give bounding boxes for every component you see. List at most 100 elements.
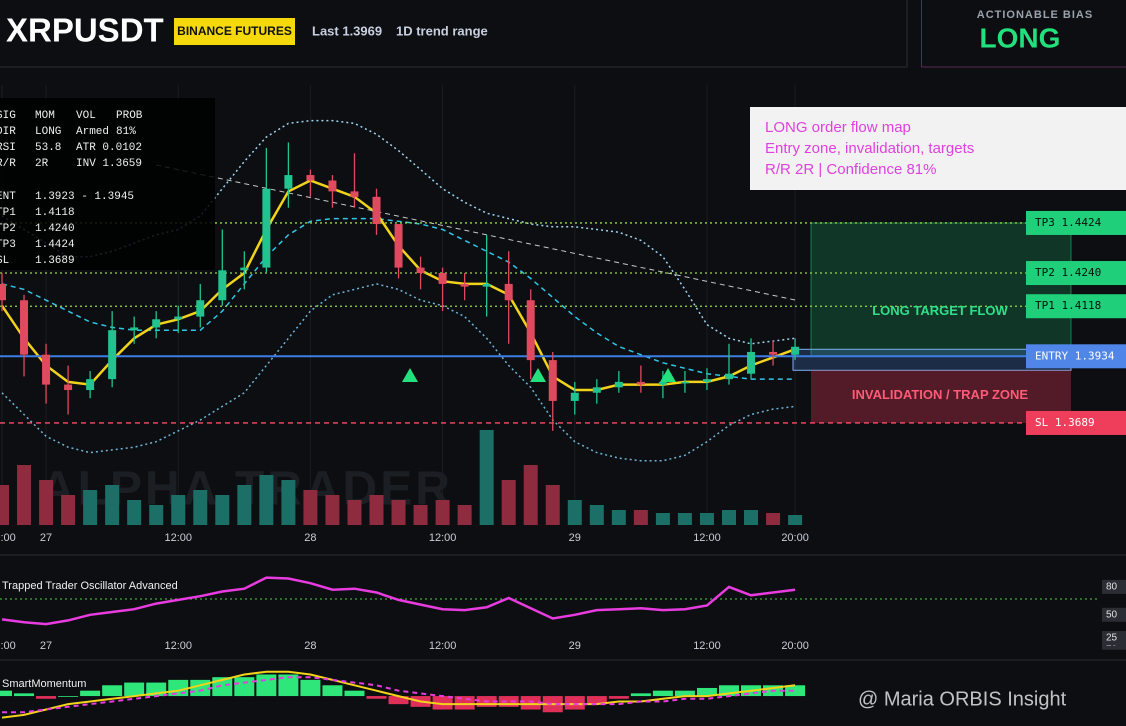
candle-body <box>152 319 161 328</box>
momentum-bar <box>278 674 299 697</box>
volume-bar <box>567 500 582 525</box>
zone-label: INVALIDATION / TRAP ZONE <box>852 387 1029 402</box>
candle-body <box>240 267 249 271</box>
info-cell: RSI <box>0 142 16 154</box>
info-cell: TP1 <box>0 207 16 219</box>
trend-range: 1D trend range <box>396 23 488 38</box>
info-cell: SL <box>0 255 9 267</box>
exchange-badge <box>174 18 295 45</box>
overlay-layer: LONG order flow map Entry zone, invalida… <box>0 98 1126 710</box>
volume-bar <box>611 510 626 525</box>
level-tag <box>1026 210 1126 235</box>
momentum-bar <box>322 685 343 697</box>
candle-body <box>196 300 205 317</box>
x-tick-label: 12:00 <box>164 532 192 544</box>
candle-body <box>680 381 689 384</box>
x-tick-label: 29 <box>569 532 581 544</box>
momentum-bar <box>0 690 12 697</box>
level-tag-text: ENTRY 1.3934 <box>1035 349 1115 362</box>
callout-line: Entry zone, invalidation, targets <box>765 140 974 157</box>
info-cell: MOM <box>35 110 55 122</box>
y-tick-label: 50 <box>1106 609 1118 620</box>
volume-bar <box>413 505 428 525</box>
candle-body <box>174 316 183 320</box>
x-tick-label: 12:00 <box>429 532 457 544</box>
candle-body <box>350 191 359 197</box>
candle-body <box>218 270 227 301</box>
oscillator-line <box>1 576 796 626</box>
candle-body <box>548 360 557 401</box>
level-tag <box>1026 344 1126 369</box>
volume-bar <box>39 480 54 525</box>
x-tick-label: 12:00 <box>693 532 721 544</box>
volume-bar <box>699 513 714 525</box>
info-panel <box>0 98 215 270</box>
volume-bar <box>127 500 142 525</box>
momentum-bar <box>498 696 519 707</box>
candle-body <box>262 188 271 268</box>
info-cell: DIR <box>0 126 16 138</box>
candle-body <box>20 300 29 355</box>
info-cell: LONG <box>35 126 61 138</box>
volume-bar <box>281 480 296 525</box>
callout-box <box>750 107 1126 190</box>
candle-body <box>636 381 645 385</box>
candle-body <box>130 327 139 331</box>
info-cell: 1.4424 <box>35 239 75 251</box>
volume-bar <box>61 495 76 525</box>
momentum-bar <box>785 685 806 697</box>
level-tag-text: TP1 1.4118 <box>1035 299 1101 312</box>
volume-bar <box>523 465 538 525</box>
info-cell: ATR 0.0102 <box>76 142 142 154</box>
momentum-bar <box>718 685 739 697</box>
candle-body <box>0 283 6 301</box>
volume-bar <box>325 495 340 525</box>
x-tick-label: 20:00 <box>0 640 16 652</box>
y-tick-box <box>1102 607 1126 622</box>
x-tick-label: 28 <box>304 640 316 652</box>
x-tick-label: 27 <box>40 640 52 652</box>
candle-body <box>614 381 623 388</box>
bias-box <box>921 0 1126 68</box>
info-cell: 1.4240 <box>35 223 75 235</box>
momentum-bar <box>300 679 321 697</box>
candle-body <box>724 373 733 380</box>
x-tick-label: 20:00 <box>0 532 16 544</box>
volume-bar <box>347 500 362 525</box>
level-tag-text: SL 1.3689 <box>1035 416 1095 429</box>
bias-value: LONG <box>980 22 1061 53</box>
candle-body <box>86 379 95 391</box>
signal-marker <box>660 368 676 382</box>
candle-body <box>42 354 51 385</box>
candle-body <box>372 196 381 225</box>
info-cell: TP3 <box>0 239 16 251</box>
info-cell: Armed <box>76 126 109 138</box>
target-zone <box>810 222 1072 357</box>
volume-bar <box>237 485 252 525</box>
volume-bar <box>501 480 516 525</box>
momentum-bar <box>366 696 387 699</box>
info-cell: R/R <box>0 158 16 170</box>
momentum-bar <box>344 690 365 697</box>
bias-label: ACTIONABLE BIAS <box>977 9 1093 21</box>
candle-body <box>328 180 337 192</box>
x-tick-label: 29 <box>569 640 581 652</box>
last-price: Last 1.3969 <box>312 23 382 38</box>
volume-bar <box>171 495 186 525</box>
volume-bar <box>457 505 472 525</box>
candle-body <box>438 273 447 284</box>
momentum-bar <box>520 696 541 710</box>
volume-bar <box>677 513 692 525</box>
momentum-bar <box>630 693 651 697</box>
candle-body <box>306 175 315 181</box>
zone-label: LONG TARGET FLOW <box>872 303 1008 318</box>
level-tag-text: TP2 1.4240 <box>1035 266 1101 279</box>
candle-body <box>592 387 601 393</box>
x-tick-label: 28 <box>304 532 316 544</box>
volume-bar <box>721 510 736 525</box>
x-tick-label: 12:00 <box>164 640 192 652</box>
candle-body <box>791 346 800 355</box>
volume-bar <box>655 513 670 525</box>
